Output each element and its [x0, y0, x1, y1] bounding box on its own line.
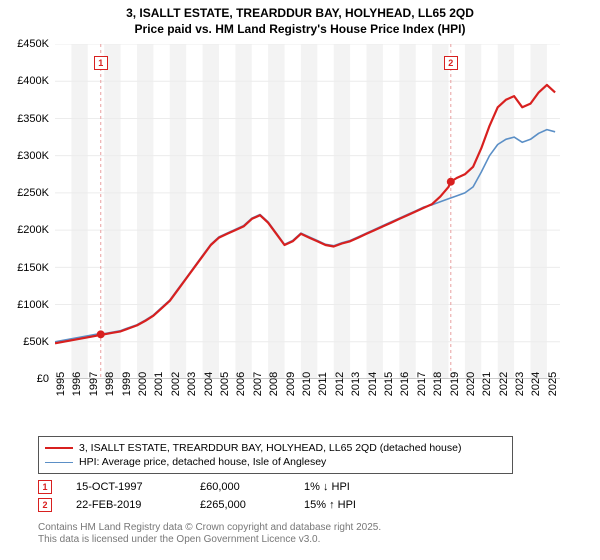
legend-row-property: 3, ISALLT ESTATE, TREARDDUR BAY, HOLYHEA…: [45, 441, 506, 455]
ytick-label: £50K: [23, 336, 49, 348]
chart-marker-1: 1: [94, 56, 108, 70]
xtick-label: 2001: [153, 372, 165, 396]
plot-region: [55, 44, 560, 379]
legend-row-hpi: HPI: Average price, detached house, Isle…: [45, 455, 506, 469]
footnote: Contains HM Land Registry data © Crown c…: [38, 522, 381, 546]
ytick-label: £100K: [17, 299, 49, 311]
xtick-label: 1999: [121, 372, 133, 396]
chart-marker-2: 2: [444, 56, 458, 70]
xtick-label: 2022: [498, 372, 510, 396]
xtick-label: 2002: [170, 372, 182, 396]
xtick-label: 2024: [530, 372, 542, 396]
xtick-label: 1996: [71, 372, 83, 396]
footnote-line-1: Contains HM Land Registry data © Crown c…: [38, 522, 381, 534]
xtick-label: 2025: [547, 372, 559, 396]
xtick-label: 2020: [465, 372, 477, 396]
xtick-label: 2005: [219, 372, 231, 396]
chart-container: 3, ISALLT ESTATE, TREARDDUR BAY, HOLYHEA…: [0, 0, 600, 560]
ytick-label: £150K: [17, 262, 49, 274]
xtick-label: 2003: [186, 372, 198, 396]
xtick-label: 2019: [449, 372, 461, 396]
ytick-label: £250K: [17, 187, 49, 199]
xtick-label: 2016: [399, 372, 411, 396]
dp-pct-1: 1% ↓ HPI: [304, 481, 404, 493]
data-point-row-1: 1 15-OCT-1997 £60,000 1% ↓ HPI: [38, 478, 404, 496]
title-block: 3, ISALLT ESTATE, TREARDDUR BAY, HOLYHEA…: [0, 0, 600, 39]
data-points-table: 1 15-OCT-1997 £60,000 1% ↓ HPI 2 22-FEB-…: [38, 478, 404, 514]
chart-area: £0 £50K £100K £150K £200K £250K £300K £350K £400…: [5, 39, 565, 419]
ytick-label: £200K: [17, 224, 49, 236]
ytick-label: £400K: [17, 75, 49, 87]
footnote-line-2: This data is licensed under the Open Gov…: [38, 534, 381, 546]
ytick-label: £300K: [17, 150, 49, 162]
xtick-label: 1995: [55, 372, 67, 396]
legend: 3, ISALLT ESTATE, TREARDDUR BAY, HOLYHEA…: [38, 436, 513, 474]
legend-label-hpi: HPI: Average price, detached house, Isle…: [79, 456, 326, 468]
xtick-label: 2018: [432, 372, 444, 396]
xtick-label: 2012: [334, 372, 346, 396]
dp-pct-2: 15% ↑ HPI: [304, 499, 404, 511]
legend-swatch-hpi: [45, 462, 73, 463]
ytick-label: £350K: [17, 113, 49, 125]
data-point-row-2: 2 22-FEB-2019 £265,000 15% ↑ HPI: [38, 496, 404, 514]
xtick-label: 1998: [104, 372, 116, 396]
dp-date-2: 22-FEB-2019: [76, 499, 176, 511]
xtick-label: 2013: [350, 372, 362, 396]
xtick-label: 2007: [252, 372, 264, 396]
xtick-label: 2008: [268, 372, 280, 396]
marker-badge-2: 2: [38, 498, 52, 512]
xtick-label: 2015: [383, 372, 395, 396]
xtick-label: 2004: [203, 372, 215, 396]
ytick-label: £450K: [17, 38, 49, 50]
dp-price-2: £265,000: [200, 499, 280, 511]
plot-svg: [55, 44, 560, 379]
dp-date-1: 15-OCT-1997: [76, 481, 176, 493]
dp-price-1: £60,000: [200, 481, 280, 493]
title-line-2: Price paid vs. HM Land Registry's House …: [0, 22, 600, 38]
xtick-label: 2009: [285, 372, 297, 396]
xtick-label: 2006: [235, 372, 247, 396]
xtick-label: 2010: [301, 372, 313, 396]
title-line-1: 3, ISALLT ESTATE, TREARDDUR BAY, HOLYHEA…: [0, 6, 600, 22]
xtick-label: 2021: [481, 372, 493, 396]
xtick-label: 2017: [416, 372, 428, 396]
xtick-label: 1997: [88, 372, 100, 396]
xtick-label: 2011: [317, 372, 329, 396]
legend-swatch-property: [45, 447, 73, 449]
ytick-label: £0: [37, 373, 49, 385]
xtick-label: 2023: [514, 372, 526, 396]
legend-label-property: 3, ISALLT ESTATE, TREARDDUR BAY, HOLYHEA…: [79, 442, 461, 454]
xtick-label: 2000: [137, 372, 149, 396]
marker-badge-1: 1: [38, 480, 52, 494]
xtick-label: 2014: [367, 372, 379, 396]
